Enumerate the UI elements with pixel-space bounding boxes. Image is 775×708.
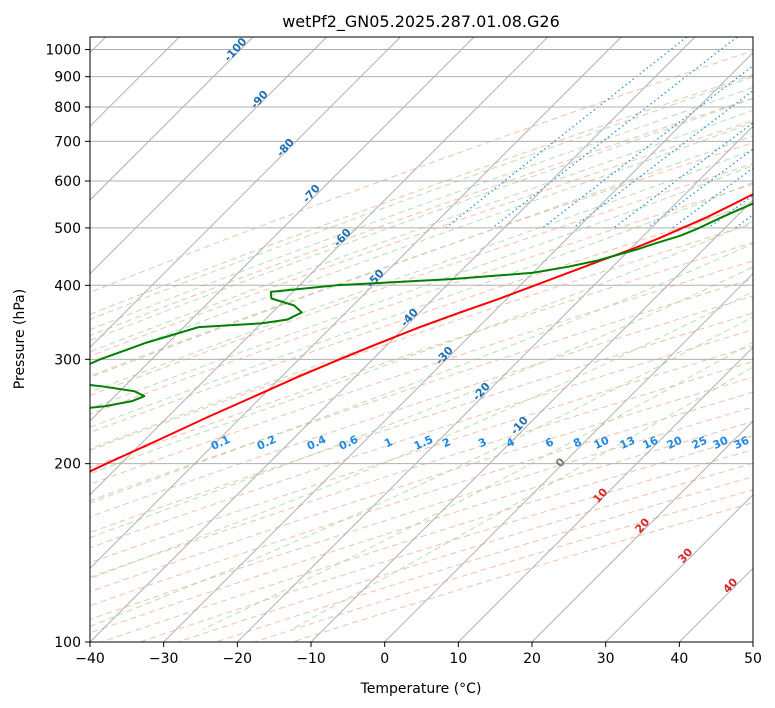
moist-adiabat-line [90,200,753,450]
isotherm-line [90,37,475,422]
mixing-ratio-label: 20 [665,434,685,452]
isotherm-line [163,51,753,642]
dry-adiabat-line [215,476,753,642]
moist-adiabat-line [90,109,753,353]
moist-adiabat-line [90,220,753,475]
moist-adiabat-line [90,86,753,331]
moist-adiabat-line [90,182,753,428]
chart-title: wetPf2_GN05.2025.287.01.08.G26 [282,12,560,32]
y-tick-label: 300 [54,352,81,368]
mixing-ratio-line [445,37,688,229]
isotherm-line [531,420,753,642]
dry-adiabat-line [90,120,753,357]
isotherm-line [457,346,753,642]
dry-adiabats [90,50,753,642]
x-tick-label: −30 [149,651,179,667]
dry-adiabat-line [254,489,753,642]
y-tick-label: 800 [54,100,81,116]
profiles [90,193,753,473]
mixing-ratio-label: 13 [618,434,637,452]
x-tick-label: −20 [223,651,253,667]
pressure-gridlines [90,49,753,642]
plot-area: -100-90-80-70-60-50-40-30-20-10010203040… [90,37,753,642]
x-tick-label: 20 [523,651,541,667]
mixing-ratio-label: 36 [732,434,752,452]
x-tick-label: 0 [380,651,389,667]
isotherm-line [384,272,753,642]
y-tick-label: 500 [54,221,81,237]
y-axis-label: Pressure (hPa) [12,289,28,389]
dry-adiabat-line [90,97,753,337]
moist-adiabat-line [90,291,753,580]
moist-adiabat-line [90,266,753,539]
isotherm-line [90,37,254,201]
dry-adiabat-line [292,502,753,642]
y-tick-label: 600 [54,174,81,190]
isotherm-line [90,37,328,275]
dry-adiabat-line [90,329,753,549]
mixing-ratio-line [492,37,738,229]
mixing-ratio-label: 16 [641,434,661,452]
moist-adiabat-line [90,149,753,393]
isotherm-line [236,125,753,642]
y-tick-label: 900 [54,70,81,86]
moist-adiabat-line [90,165,753,410]
y-tick-label: 400 [54,278,81,294]
y-axis: 1000 900 800 700 600 500 400 300 200 100 [45,43,90,651]
x-axis: −40 −30 −20 −10 0 10 20 30 40 50 [75,642,762,667]
isotherm-line [90,37,549,496]
isotherm-line [90,37,622,570]
dry-adiabat-line [90,163,753,396]
mixing-ratio-line [647,148,753,229]
dry-adiabat-line [90,345,753,564]
y-tick-label: 100 [54,635,81,651]
mixing-ratio-label: 25 [690,434,709,452]
plot-frame [89,36,754,643]
dry-adiabat-line [139,449,753,642]
x-tick-label: 10 [449,651,467,667]
x-tick-label: 30 [597,651,615,667]
dry-adiabat-line [90,183,753,415]
dry-adiabat-line [90,142,753,377]
dry-adiabat-line [177,462,753,642]
mixing-ratio-label: 10 [592,434,612,452]
isotherm-line [90,37,401,349]
y-tick-label: 200 [54,457,81,473]
moist-adiabat-line [90,98,753,342]
x-tick-label: 40 [670,651,688,667]
dry-adiabat-line [101,435,753,642]
dry-adiabat-line [90,361,753,578]
dry-adiabat-line [90,50,753,293]
x-tick-label: −40 [75,651,105,667]
isotherms [90,37,753,642]
temperature-profile-line [90,193,753,473]
mixing-ratio-line [672,167,753,229]
y-tick-label: 1000 [45,43,81,59]
x-tick-label: 50 [744,651,762,667]
isotherm-line [310,199,753,642]
isotherm-line [90,37,696,642]
mixing-ratio-label: 30 [711,434,731,452]
dewpoint-profile-line [90,202,753,409]
x-axis-label: Temperature (°C) [360,681,482,697]
mixing-ratio-line [572,89,753,229]
x-tick-label: −10 [296,651,326,667]
y-tick-label: 700 [54,134,81,150]
moist-adiabat-line [90,122,753,365]
isotherm-line [605,493,753,642]
mixing-ratio-lines [445,37,753,229]
